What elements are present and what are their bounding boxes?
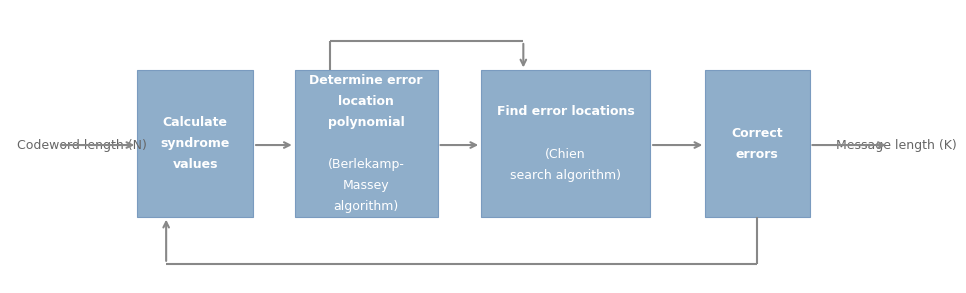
Text: Determine error: Determine error	[309, 74, 423, 87]
Text: (Berlekamp-: (Berlekamp-	[327, 158, 405, 171]
Text: Massey: Massey	[343, 179, 389, 192]
FancyBboxPatch shape	[481, 70, 650, 217]
Text: location: location	[338, 95, 394, 108]
Text: Correct: Correct	[731, 127, 783, 139]
FancyBboxPatch shape	[137, 70, 253, 217]
Text: Message length (K): Message length (K)	[836, 139, 956, 151]
Text: search algorithm): search algorithm)	[510, 169, 621, 182]
Text: Codeword length (N): Codeword length (N)	[17, 139, 147, 151]
Text: algorithm): algorithm)	[333, 200, 399, 213]
Text: Find error locations: Find error locations	[497, 105, 635, 118]
Text: Calculate: Calculate	[162, 116, 228, 129]
Text: values: values	[172, 158, 218, 171]
FancyBboxPatch shape	[705, 70, 810, 217]
Text: (Chien: (Chien	[545, 148, 586, 161]
Text: syndrome: syndrome	[160, 137, 230, 150]
Text: errors: errors	[736, 148, 779, 161]
FancyBboxPatch shape	[295, 70, 438, 217]
Text: polynomial: polynomial	[327, 116, 405, 129]
